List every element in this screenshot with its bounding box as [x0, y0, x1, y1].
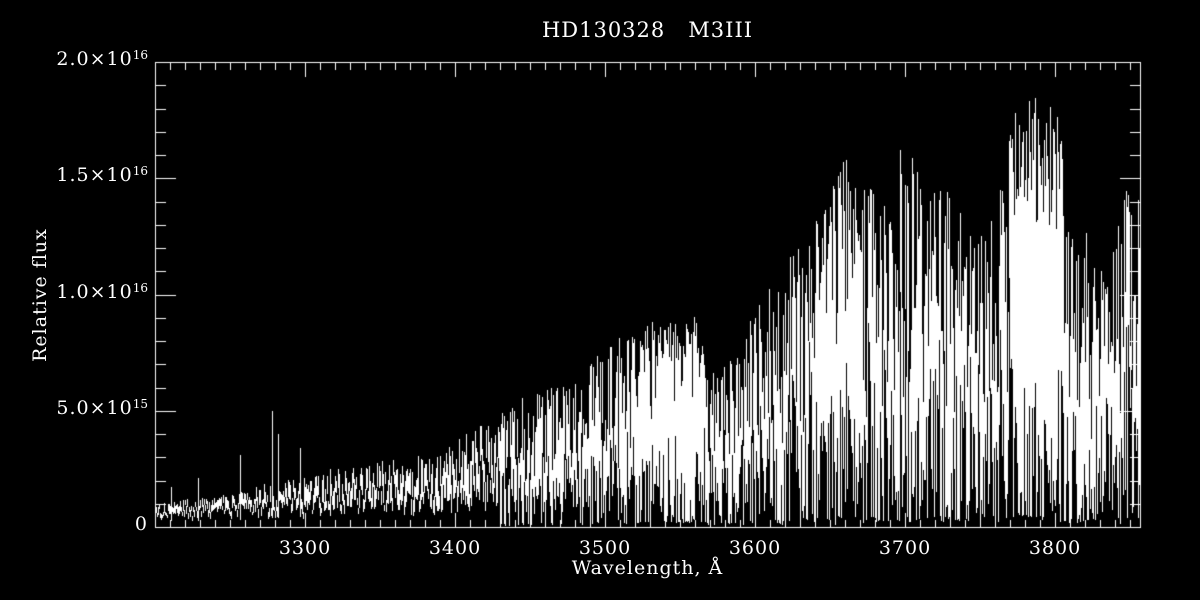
x-tick-label: 3400 — [428, 537, 482, 559]
x-tick-label: 3600 — [728, 537, 782, 559]
chart-title: HD130328 M3III — [541, 18, 754, 42]
x-axis-label: Wavelength, Å — [571, 557, 724, 579]
x-tick-label: 3300 — [278, 537, 332, 559]
x-tick-label: 3500 — [578, 537, 632, 559]
y-tick-label: 5.0×1015 — [56, 397, 148, 419]
x-tick-label: 3700 — [878, 537, 932, 559]
y-tick-label: 1.5×1016 — [56, 164, 148, 186]
y-tick-label: 0 — [134, 513, 148, 535]
y-tick-label: 2.0×1016 — [56, 48, 148, 70]
y-tick-label: 1.0×1016 — [56, 281, 148, 303]
x-tick-label: 3800 — [1028, 537, 1082, 559]
